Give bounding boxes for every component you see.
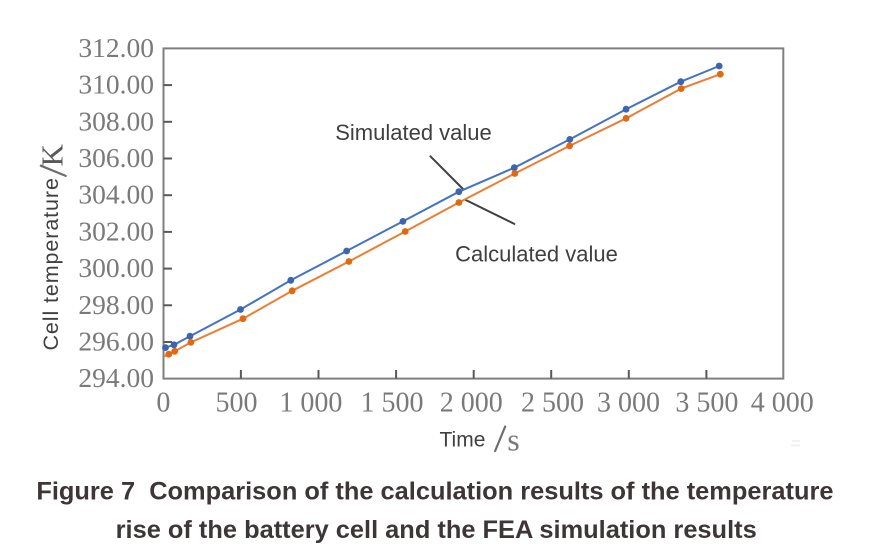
svg-text:K: K (35, 144, 70, 167)
svg-text:312.00: 312.00 (78, 32, 154, 63)
svg-text:Cell temperature: Cell temperature (39, 177, 63, 350)
svg-text:500: 500 (216, 388, 258, 419)
svg-text:3 000: 3 000 (597, 388, 660, 419)
svg-text:Simulated value: Simulated value (335, 120, 492, 145)
svg-text:0: 0 (156, 388, 170, 419)
svg-text:298.00: 298.00 (78, 289, 154, 320)
svg-text:3 500: 3 500 (675, 388, 738, 419)
svg-text:Time: Time (440, 429, 486, 452)
svg-text:2 000: 2 000 (440, 388, 503, 419)
svg-text:294.00: 294.00 (78, 362, 154, 393)
svg-text:4 000: 4 000 (751, 388, 814, 419)
svg-text:310.00: 310.00 (78, 69, 154, 100)
svg-text:Calculated value: Calculated value (455, 242, 618, 267)
svg-text:1 500: 1 500 (361, 388, 424, 419)
svg-text:rise of the battery cell and t: rise of the battery cell and the FEA sim… (116, 516, 757, 544)
svg-text:306.00: 306.00 (78, 142, 154, 173)
svg-text:296.00: 296.00 (78, 326, 154, 357)
svg-text:300.00: 300.00 (78, 252, 154, 283)
svg-text:308.00: 308.00 (78, 105, 154, 136)
svg-text:Figure 7 Comparison of the ca: Figure 7 Comparison of the calculation r… (36, 478, 833, 506)
svg-text:2 500: 2 500 (521, 388, 584, 419)
svg-text:304.00: 304.00 (78, 179, 154, 210)
svg-text:1 000: 1 000 (279, 388, 342, 419)
svg-text:302.00: 302.00 (78, 215, 154, 246)
svg-text:s: s (507, 422, 519, 458)
